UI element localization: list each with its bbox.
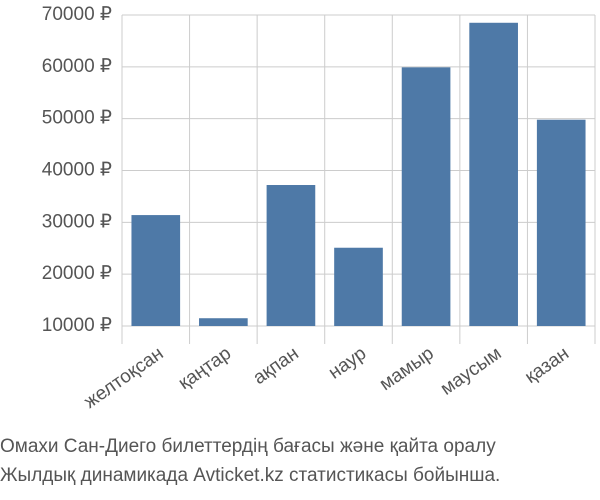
x-tick-label: маусым [437, 343, 506, 400]
y-tick-label: 10000 ₽ [42, 315, 112, 336]
bar [469, 22, 518, 327]
caption-line: Омахи Сан-Диего билеттердің бағасы және … [0, 436, 496, 457]
y-tick-label: 60000 ₽ [42, 56, 112, 77]
x-tick-label: желтоқсан [80, 343, 167, 413]
x-tick-label: қазан [521, 343, 573, 388]
y-tick-label: 40000 ₽ [42, 160, 112, 181]
caption-line: Жылдық динамикада Avticket.kz статистика… [0, 465, 500, 486]
y-tick-label: 70000 ₽ [42, 4, 112, 25]
y-tick-label: 50000 ₽ [42, 108, 112, 129]
x-tick-label: мамыр [376, 343, 438, 395]
x-tick-label: қаңтар [175, 343, 235, 394]
bar [334, 247, 383, 326]
bar [536, 119, 586, 326]
y-tick-label: 30000 ₽ [42, 211, 112, 232]
bar [266, 185, 316, 326]
bar [401, 67, 451, 326]
y-tick-label: 20000 ₽ [42, 263, 112, 284]
x-tick-label: наур [325, 343, 370, 384]
x-tick-label: ақпан [249, 343, 302, 389]
bar [199, 318, 248, 326]
bar [131, 215, 181, 326]
